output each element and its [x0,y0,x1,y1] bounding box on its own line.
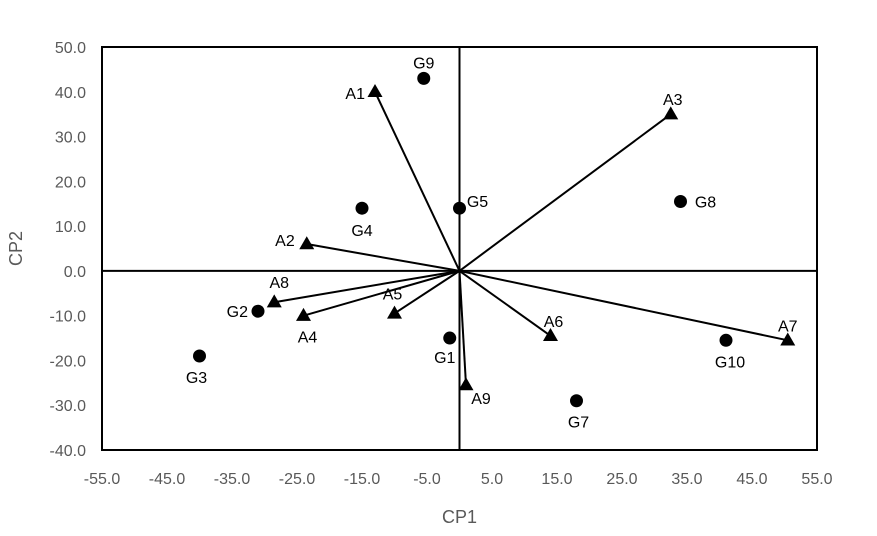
x-tick-label: 5.0 [481,471,503,488]
vector-a7 [459,269,788,342]
triangle-marker-a6 [543,328,558,342]
point-label-g5: G5 [467,194,488,211]
triangle-marker-a4 [296,307,311,321]
x-tick-label: -5.0 [413,471,441,488]
point-label-a1: A1 [345,86,365,103]
point-label-g4: G4 [351,223,372,240]
triangle-marker-a1 [367,83,383,97]
point-label-a5: A5 [383,286,403,303]
circle-marker-g2 [251,304,265,318]
y-tick-label: -30.0 [50,398,87,415]
x-axis-tick-labels: -55.0 -45.0 -35.0 -25.0 -15.0 -5.0 5.0 15.0 25.0… [84,471,833,488]
y-tick-label: -40.0 [50,443,87,460]
circle-marker-g9 [417,71,431,85]
circle-marker-g3 [193,349,206,363]
circle-marker-g1 [443,331,457,345]
triangle-marker-a8 [266,294,282,308]
x-tick-label: -15.0 [344,471,381,488]
point-label-g10: G10 [715,354,745,371]
plot-area-frame [101,46,818,451]
point-label-a2: A2 [275,233,295,250]
vector-a2 [306,243,460,272]
y-tick-label: 40.0 [55,85,86,102]
x-tick-label: -35.0 [214,471,251,488]
vector-a9 [458,270,467,386]
circle-marker-g7 [570,394,583,408]
x-tick-label: -55.0 [84,471,121,488]
loading-vectors [274,91,788,386]
x-tick-label: -45.0 [149,471,186,488]
circle-marker-g10 [719,333,733,347]
triangle-marker-a2 [299,236,315,250]
y-tick-label: 20.0 [55,174,86,191]
y-tick-label: 30.0 [55,130,86,147]
x-tick-label: 55.0 [801,471,832,488]
triangle-marker-a7 [780,332,796,346]
point-labels: A1 A2 A3 A4 A5 A6 A7 A8 A9 G1 G2 G3 G4 G5 G7 G8 G9 G10 [186,55,798,431]
point-label-a8: A8 [269,275,289,292]
point-label-g3: G3 [186,370,207,387]
circle-marker-g8 [674,194,687,208]
point-label-g9: G9 [413,55,434,72]
circle-marker-g4 [355,201,369,215]
point-label-g2: G2 [227,304,248,321]
circle-marker-g5 [453,201,466,215]
x-tick-label: 15.0 [541,471,572,488]
point-label-a4: A4 [298,330,318,347]
triangle-marker-a9 [458,377,474,391]
y-axis-tick-labels: 50.0 40.0 30.0 20.0 10.0 0.0 -10.0 -20.0 -30.0 -4… [50,40,87,460]
vector-a8 [274,269,460,304]
x-tick-label: 35.0 [671,471,702,488]
vector-a4 [303,269,460,317]
point-label-a7: A7 [778,318,798,335]
y-axis-title: CP2 [6,231,26,266]
point-label-a3: A3 [663,92,683,109]
point-label-a6: A6 [544,314,564,331]
vector-a5 [393,270,461,315]
y-tick-label: 10.0 [55,219,86,236]
y-tick-label: -20.0 [50,353,87,370]
x-tick-label: 45.0 [736,471,767,488]
point-label-g7: G7 [568,415,589,432]
vector-a6 [458,270,552,337]
y-tick-label: 0.0 [64,264,86,281]
x-axis-title: CP1 [442,507,477,527]
y-tick-label: 50.0 [55,40,86,57]
point-label-a9: A9 [471,391,491,408]
x-tick-label: -25.0 [279,471,316,488]
point-label-g8: G8 [695,194,716,211]
point-label-g1: G1 [434,350,455,367]
data-markers [193,71,796,408]
triangle-marker-a3 [663,106,679,120]
vector-a3 [458,113,672,272]
x-tick-label: 25.0 [606,471,637,488]
triangle-marker-a5 [387,305,402,319]
y-tick-label: -10.0 [50,309,87,326]
vector-a1 [374,91,461,272]
